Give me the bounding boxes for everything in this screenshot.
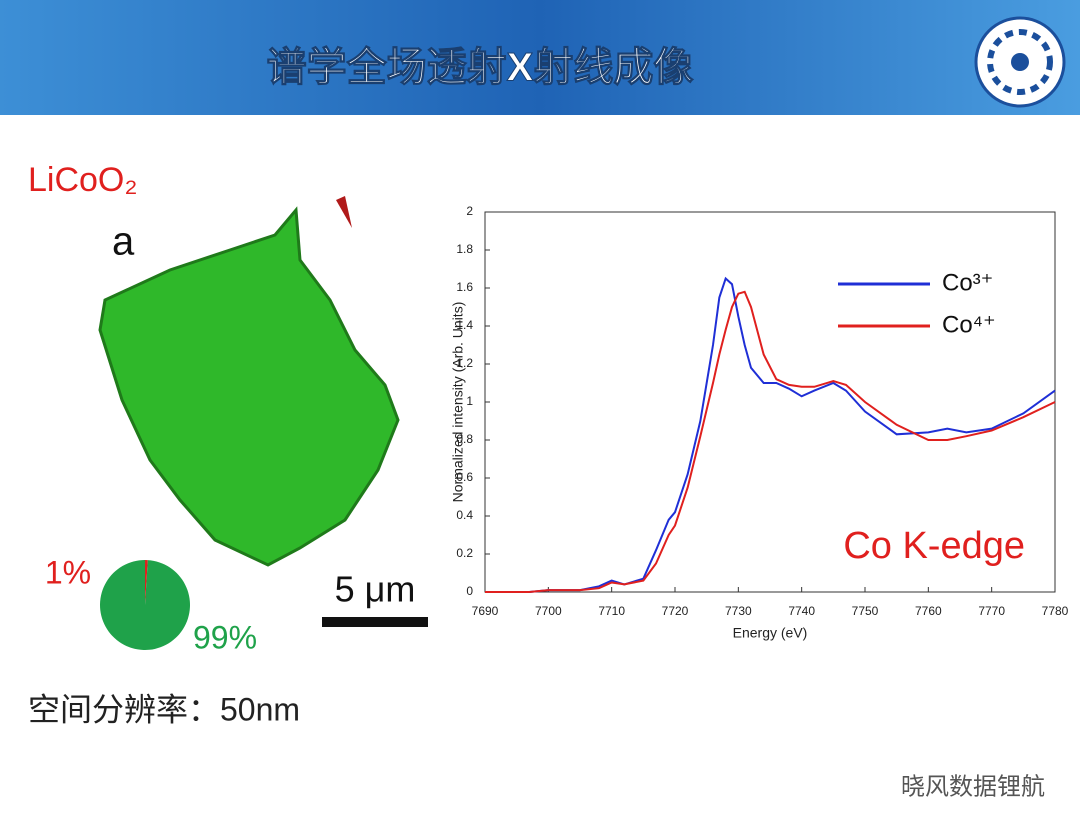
scale-bar: [322, 617, 428, 627]
x-tick-label: 7780: [1042, 604, 1069, 618]
x-tick-label: 7700: [535, 604, 562, 618]
particle-edge: [336, 196, 352, 228]
slide-title: 谱学全场透射X射线成像: [267, 45, 694, 90]
x-tick-label: 7740: [788, 604, 815, 618]
x-tick-label: 7690: [472, 604, 499, 618]
x-tick-label: 7760: [915, 604, 942, 618]
chart-panel: [470, 197, 1070, 652]
scale-bar-label: 5 μm: [335, 569, 416, 610]
watermark: 晓风数据锂航: [901, 773, 1045, 800]
x-tick-label: 7750: [852, 604, 879, 618]
x-tick-label: 7770: [978, 604, 1005, 618]
x-tick-label: 7720: [662, 604, 689, 618]
y-tick-label: 1.8: [456, 242, 473, 256]
header-band: [0, 0, 1080, 115]
logo-core: [1011, 53, 1029, 71]
y-tick-label: 1.6: [456, 280, 473, 294]
caption: 空间分辨率：50nm: [28, 691, 300, 727]
legend-label: Co⁴⁺: [942, 311, 996, 338]
pie-label: 1%: [45, 554, 91, 590]
x-tick-label: 7710: [598, 604, 625, 618]
pie-label: 99%: [193, 619, 257, 655]
y-tick-label: 0.2: [456, 546, 473, 560]
y-tick-label: 0: [466, 584, 473, 598]
sample-label: LiCoO₂: [28, 161, 138, 199]
logo-ring: [987, 29, 1053, 95]
y-axis-label: Normalized intensity (Arb. Units): [450, 302, 466, 503]
particle-image: [98, 206, 400, 567]
y-tick-label: 2: [466, 204, 473, 218]
y-tick-label: 1.2: [456, 356, 473, 370]
x-tick-label: 7730: [725, 604, 752, 618]
series-line: [485, 290, 1056, 593]
pie-slice: [100, 560, 191, 650]
y-tick-label: 0.8: [456, 432, 473, 446]
y-tick-label: 0.6: [456, 470, 473, 484]
x-axis-label: Energy (eV): [733, 625, 808, 641]
chart-annotation: Co K-edge: [843, 525, 1025, 567]
panel-label: a: [112, 220, 135, 264]
y-tick-label: 1.4: [456, 318, 473, 332]
y-tick-label: 1: [466, 394, 473, 408]
legend-label: Co³⁺: [942, 269, 993, 296]
pie-slice: [145, 560, 148, 605]
y-tick-label: 0.4: [456, 508, 473, 522]
